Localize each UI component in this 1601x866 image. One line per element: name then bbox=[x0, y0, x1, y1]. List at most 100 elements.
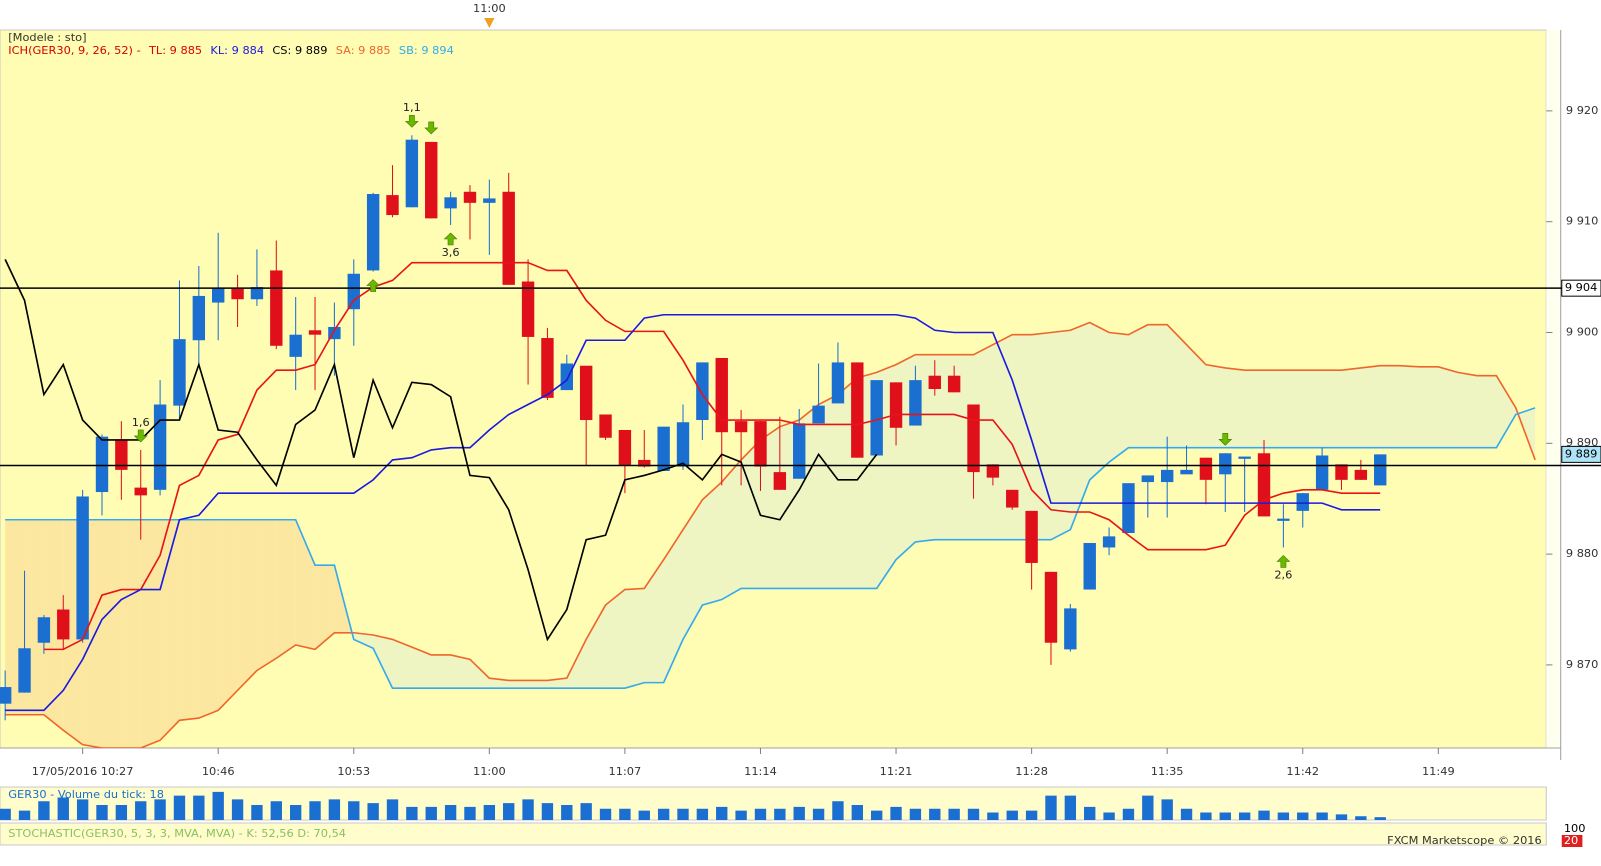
cloud-fill bbox=[1399, 365, 1419, 448]
volume-bar bbox=[696, 808, 709, 820]
volume-bar bbox=[793, 806, 805, 820]
volume-bar bbox=[57, 797, 69, 820]
cloud-fill bbox=[1302, 370, 1323, 448]
cloud-fill bbox=[1147, 324, 1168, 448]
cloud-fill bbox=[624, 588, 645, 689]
signal-arrow bbox=[1218, 432, 1233, 446]
cursor-label: 11:00 bbox=[473, 2, 506, 15]
signal-label: 1,6 bbox=[132, 416, 150, 429]
volume-bar bbox=[1297, 812, 1309, 820]
candle-body bbox=[1238, 456, 1251, 459]
candle-body bbox=[1335, 464, 1348, 480]
cloud-fill bbox=[218, 519, 238, 711]
candle-body bbox=[444, 197, 457, 209]
cloud-fill bbox=[973, 344, 993, 540]
volume-bar bbox=[832, 801, 844, 820]
candle-body bbox=[1257, 453, 1271, 517]
candle-body bbox=[463, 191, 477, 203]
candle-body bbox=[270, 270, 283, 346]
volume-bar bbox=[1103, 812, 1115, 820]
volume-bar bbox=[677, 808, 689, 820]
cloud-fill bbox=[392, 639, 412, 689]
candle-body bbox=[986, 464, 1000, 478]
x-tick-label: 11:28 bbox=[1015, 765, 1048, 778]
volume-label: GER30 - Volume du tick: 18 bbox=[8, 788, 164, 801]
cloud-fill bbox=[256, 519, 277, 671]
volume-bar bbox=[1006, 810, 1018, 820]
candle-body bbox=[18, 648, 31, 693]
volume-bar bbox=[367, 803, 379, 820]
volume-bar bbox=[1200, 812, 1212, 820]
volume-bar bbox=[812, 808, 825, 820]
stochastic-tick-label: 20 bbox=[1564, 834, 1578, 847]
y-tick-label: 9 900 bbox=[1566, 326, 1598, 339]
candle-body bbox=[76, 496, 89, 640]
x-tick-label: 11:35 bbox=[1151, 765, 1184, 778]
volume-bar bbox=[1025, 810, 1038, 820]
cloud-fill bbox=[683, 499, 703, 640]
candle-body bbox=[696, 362, 709, 421]
candle-body bbox=[909, 380, 922, 426]
cloud-fill bbox=[1205, 364, 1226, 448]
cloud-fill bbox=[605, 589, 625, 689]
candle-body bbox=[115, 439, 128, 470]
y-tick-label: 9 870 bbox=[1566, 658, 1598, 671]
cloud-fill bbox=[702, 482, 722, 606]
signal-label: 3,6 bbox=[442, 246, 460, 259]
volume-bar bbox=[173, 795, 186, 820]
candle-body bbox=[425, 141, 438, 219]
volume-bar bbox=[890, 806, 902, 820]
cloud-fill bbox=[1070, 322, 1090, 530]
volume-bar bbox=[251, 805, 263, 820]
volume-bar bbox=[1219, 812, 1231, 820]
indicator-value: SB: 9 894 bbox=[399, 44, 454, 57]
volume-bar bbox=[1084, 806, 1096, 820]
volume-bar bbox=[115, 805, 128, 820]
cloud-fill bbox=[1031, 332, 1051, 540]
candle-body bbox=[618, 429, 632, 466]
candle-body bbox=[676, 422, 690, 467]
candle-body bbox=[1374, 454, 1387, 486]
volume-bar bbox=[406, 806, 418, 820]
cloud-fill bbox=[1360, 365, 1381, 448]
cloud-fill bbox=[1477, 375, 1497, 448]
volume-bar bbox=[1045, 795, 1057, 820]
candle-body bbox=[1064, 608, 1077, 650]
candle-body bbox=[715, 357, 728, 433]
stochastic-tick-label: 100 bbox=[1564, 822, 1586, 835]
cloud-fill bbox=[992, 334, 1013, 540]
volume-bar bbox=[909, 808, 922, 820]
x-tick-label: 11:42 bbox=[1286, 765, 1319, 778]
cloud-fill bbox=[663, 529, 684, 683]
volume-bar bbox=[154, 799, 166, 820]
cloud-fill bbox=[295, 519, 316, 650]
x-tick-label: 11:14 bbox=[744, 765, 777, 778]
candle-body bbox=[173, 339, 186, 406]
price-marker-label: 9 904 bbox=[1565, 281, 1597, 294]
cloud-fill bbox=[315, 565, 335, 650]
indicator-value: TL: 9 885 bbox=[148, 44, 202, 57]
x-tick-label: 10:53 bbox=[337, 765, 370, 778]
candle-body bbox=[793, 423, 806, 479]
indicator-value: KL: 9 884 bbox=[210, 44, 264, 57]
volume-bar bbox=[1355, 816, 1367, 820]
volume-bar bbox=[0, 808, 11, 820]
cloud-fill bbox=[1050, 330, 1071, 540]
cloud-fill bbox=[101, 519, 122, 748]
signal-arrow bbox=[424, 121, 439, 135]
cloud-fill bbox=[1418, 366, 1439, 448]
cloud-fill bbox=[469, 659, 490, 689]
candle-body bbox=[870, 380, 883, 456]
candle-body bbox=[1277, 518, 1290, 521]
senkou-a-line bbox=[5, 321, 1536, 748]
candle-body bbox=[1160, 469, 1174, 483]
candle-body bbox=[560, 363, 574, 391]
senkou-b-line bbox=[5, 407, 1536, 689]
cloud-fill bbox=[1264, 370, 1284, 448]
volume-bar bbox=[987, 812, 999, 820]
candle-body bbox=[1219, 453, 1232, 475]
volume-bar bbox=[270, 801, 282, 820]
y-tick-label: 9 880 bbox=[1566, 547, 1598, 560]
cloud-fill bbox=[644, 559, 664, 683]
